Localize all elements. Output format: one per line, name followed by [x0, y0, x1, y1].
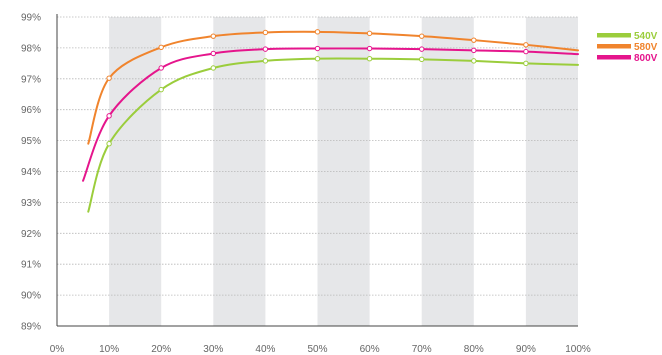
y-tick-label: 97% [21, 74, 41, 85]
y-tick-label: 99% [21, 13, 41, 24]
x-tick-label: 100% [565, 344, 591, 355]
x-tick-label: 90% [516, 344, 536, 355]
x-axis-ticks: 0% 10% 20% 30% 40% 50% 60% 70% 80% 90% 100% [50, 344, 591, 355]
data-point-540v [314, 56, 321, 62]
y-axis-ticks: 89% 90% 91% 92% 93% 94% 95% 96% 97% 98% 99% [21, 13, 41, 333]
y-tick-label: 89% [21, 322, 41, 333]
data-point-580v [106, 75, 112, 81]
data-point-580v [523, 42, 529, 48]
data-point-800v [366, 45, 373, 52]
x-tick-label: 70% [412, 344, 432, 355]
data-point-580v [262, 29, 269, 36]
data-point-540v [419, 56, 425, 63]
x-tick-label: 0% [50, 344, 65, 355]
x-tick-label: 60% [360, 344, 380, 355]
data-point-540v [106, 140, 112, 147]
data-point-800v [106, 113, 112, 119]
series-markers [106, 29, 529, 147]
data-point-800v [314, 45, 321, 52]
data-point-800v [262, 46, 269, 52]
x-tick-label: 80% [464, 344, 484, 355]
y-tick-label: 98% [21, 43, 41, 54]
data-point-580v [366, 30, 373, 37]
data-point-580v [314, 29, 321, 35]
legend-swatch-800v [597, 55, 631, 60]
data-point-800v [158, 65, 164, 71]
axes [56, 14, 578, 327]
shaded-band [213, 17, 266, 326]
legend-swatch-540v [597, 33, 631, 38]
x-tick-label: 10% [99, 344, 119, 355]
y-tick-label: 95% [21, 136, 41, 147]
data-point-540v [158, 86, 164, 93]
data-point-800v [419, 46, 425, 52]
x-tick-label: 30% [203, 344, 223, 355]
data-point-540v [523, 60, 529, 67]
x-tick-label: 40% [255, 344, 275, 355]
data-point-580v [158, 44, 164, 50]
legend-label-540v: 540V [634, 31, 658, 42]
data-point-540v [366, 56, 373, 62]
data-point-800v [210, 50, 217, 57]
y-tick-label: 93% [21, 198, 41, 209]
data-point-800v [523, 48, 529, 55]
data-point-540v [210, 65, 217, 71]
data-point-800v [471, 47, 477, 54]
y-tick-label: 96% [21, 105, 41, 116]
data-point-580v [210, 33, 217, 39]
x-tick-label: 20% [151, 344, 171, 355]
y-tick-label: 91% [21, 260, 41, 271]
data-point-580v [471, 37, 477, 43]
legend-swatch-580v [597, 44, 631, 49]
x-tick-label: 50% [307, 344, 327, 355]
legend-label-580v: 580V [634, 42, 658, 53]
data-point-580v [419, 33, 425, 39]
data-point-540v [471, 58, 477, 64]
y-tick-label: 94% [21, 167, 41, 178]
legend-label-800v: 800V [634, 53, 658, 64]
y-tick-label: 92% [21, 229, 41, 240]
y-tick-label: 90% [21, 291, 41, 302]
data-point-540v [262, 58, 269, 64]
